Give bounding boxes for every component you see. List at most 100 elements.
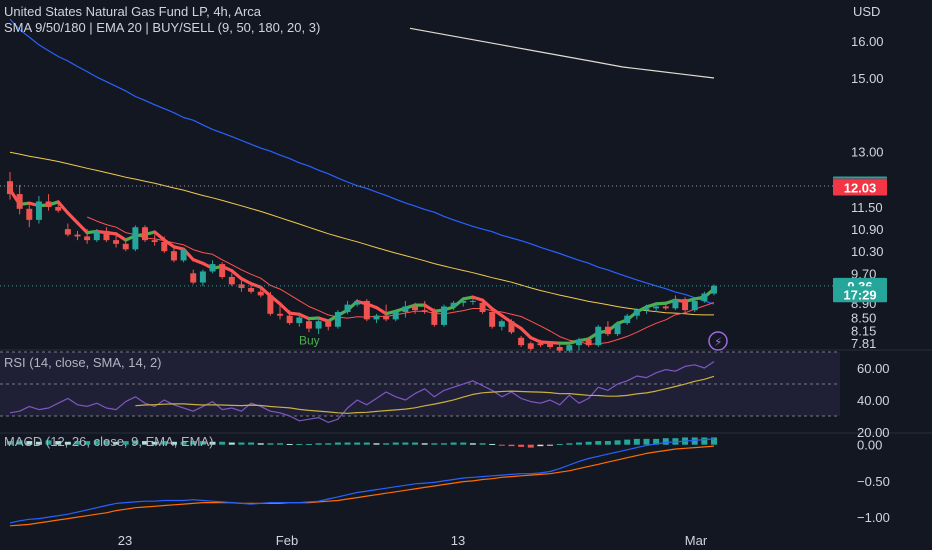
candle-body xyxy=(498,321,505,327)
candle xyxy=(64,223,71,237)
candle xyxy=(431,308,438,327)
candle-body xyxy=(421,310,428,312)
candle xyxy=(566,343,573,353)
candle-body xyxy=(132,227,139,250)
macd-histogram-bar xyxy=(691,437,698,445)
candle xyxy=(575,337,582,351)
macd-histogram-bar xyxy=(334,442,341,445)
macd-histogram-bar xyxy=(170,441,177,445)
macd-histogram-bar xyxy=(363,442,370,445)
candle-body xyxy=(691,300,698,311)
buysell-up-segment xyxy=(654,301,668,306)
candle xyxy=(489,308,496,329)
buysell-down-segment xyxy=(75,221,89,235)
candle xyxy=(527,341,534,351)
candle-body xyxy=(672,299,679,309)
macd-histogram-bar xyxy=(653,438,660,445)
macd-histogram-bar xyxy=(238,442,245,445)
candle xyxy=(402,300,409,318)
macd-histogram-bar xyxy=(402,442,409,445)
macd-histogram-bar xyxy=(383,443,390,445)
macd-histogram-bar xyxy=(219,441,226,445)
candle xyxy=(286,310,293,325)
candle xyxy=(518,335,525,347)
macd-histogram-bar xyxy=(711,437,717,445)
macd-histogram-bar xyxy=(305,443,312,445)
buysell-down-segment xyxy=(162,238,176,249)
macd-histogram-bar xyxy=(701,437,708,445)
candle-body xyxy=(228,276,235,285)
rsi-axis-label: 40.00 xyxy=(857,393,890,408)
buysell-down-segment xyxy=(259,285,272,298)
candle xyxy=(450,300,457,311)
macd-histogram-bar xyxy=(325,443,332,445)
candle xyxy=(161,236,168,254)
buysell-down-segment xyxy=(423,303,436,313)
candle xyxy=(344,300,351,314)
candle-body xyxy=(142,227,149,241)
candle xyxy=(228,273,235,287)
candle-body xyxy=(682,299,689,311)
candle-body xyxy=(575,339,582,346)
buysell-down-segment xyxy=(490,307,504,318)
macd-histogram-bar xyxy=(267,443,274,445)
candle-body xyxy=(16,194,23,209)
macd-line xyxy=(9,438,715,524)
macd-histogram-bar xyxy=(64,441,71,445)
candle xyxy=(93,229,100,242)
candle-body xyxy=(277,313,284,316)
lightning-icon-glyph: ⚡ xyxy=(714,335,722,349)
macd-histogram-bar xyxy=(450,442,457,445)
macd-histogram-bar xyxy=(35,441,42,445)
macd-histogram-bar xyxy=(566,443,573,445)
candle-body xyxy=(701,293,708,301)
macd-histogram-bar xyxy=(624,439,631,445)
buysell-down-segment xyxy=(529,336,543,344)
macd-histogram-bar xyxy=(662,438,669,445)
candle-body xyxy=(633,310,640,316)
macd-axis-label: −0.50 xyxy=(857,474,890,489)
rsi-title[interactable]: RSI (14, close, SMA, 14, 2) xyxy=(4,355,162,370)
candle-body xyxy=(84,236,91,241)
buysell-down-segment xyxy=(471,295,485,302)
candle xyxy=(238,280,245,292)
chart-title: United States Natural Gas Fund LP, 4h, A… xyxy=(4,4,262,19)
signal-label-buy: Buy xyxy=(299,334,320,348)
time-axis-label: 13 xyxy=(451,533,465,548)
candle xyxy=(267,291,274,316)
macd-title[interactable]: MACD (12, 26, close, 9, EMA, EMA) xyxy=(4,434,214,449)
candle-body xyxy=(344,304,351,312)
candle xyxy=(672,295,679,311)
buysell-down-segment xyxy=(56,200,70,215)
macd-histogram-bar xyxy=(103,440,110,445)
candle-body xyxy=(363,300,370,320)
macd-histogram-bar xyxy=(190,441,197,445)
candle-body xyxy=(547,343,554,347)
candle xyxy=(701,291,708,303)
macd-histogram-bar xyxy=(199,441,206,445)
time-axis-label: Mar xyxy=(685,533,708,548)
candle-body xyxy=(653,306,660,309)
buysell-down-segment xyxy=(278,302,292,315)
macd-histogram-bar xyxy=(354,442,361,445)
candle-body xyxy=(45,201,52,207)
macd-histogram-bar xyxy=(440,443,447,445)
indicator-legend[interactable]: SMA 9/50/180 | EMA 20 | BUY/SELL (9, 50,… xyxy=(4,20,321,35)
candle xyxy=(392,310,399,322)
candle xyxy=(151,234,158,246)
candle xyxy=(170,245,177,263)
macd-histogram-bar xyxy=(315,443,322,445)
macd-histogram-bar xyxy=(585,441,592,445)
buysell-up-segment xyxy=(461,295,475,301)
macd-histogram-bar xyxy=(45,440,52,445)
macd-histogram-bar xyxy=(296,443,303,445)
candle xyxy=(460,299,467,307)
candle-body xyxy=(479,302,486,312)
macd-histogram-bar xyxy=(604,441,611,445)
buysell-down-segment xyxy=(66,211,80,225)
macd-histogram-bar xyxy=(479,443,486,445)
candle-body xyxy=(643,308,650,311)
buysell-down-segment xyxy=(538,340,552,345)
candle-body xyxy=(595,326,602,346)
